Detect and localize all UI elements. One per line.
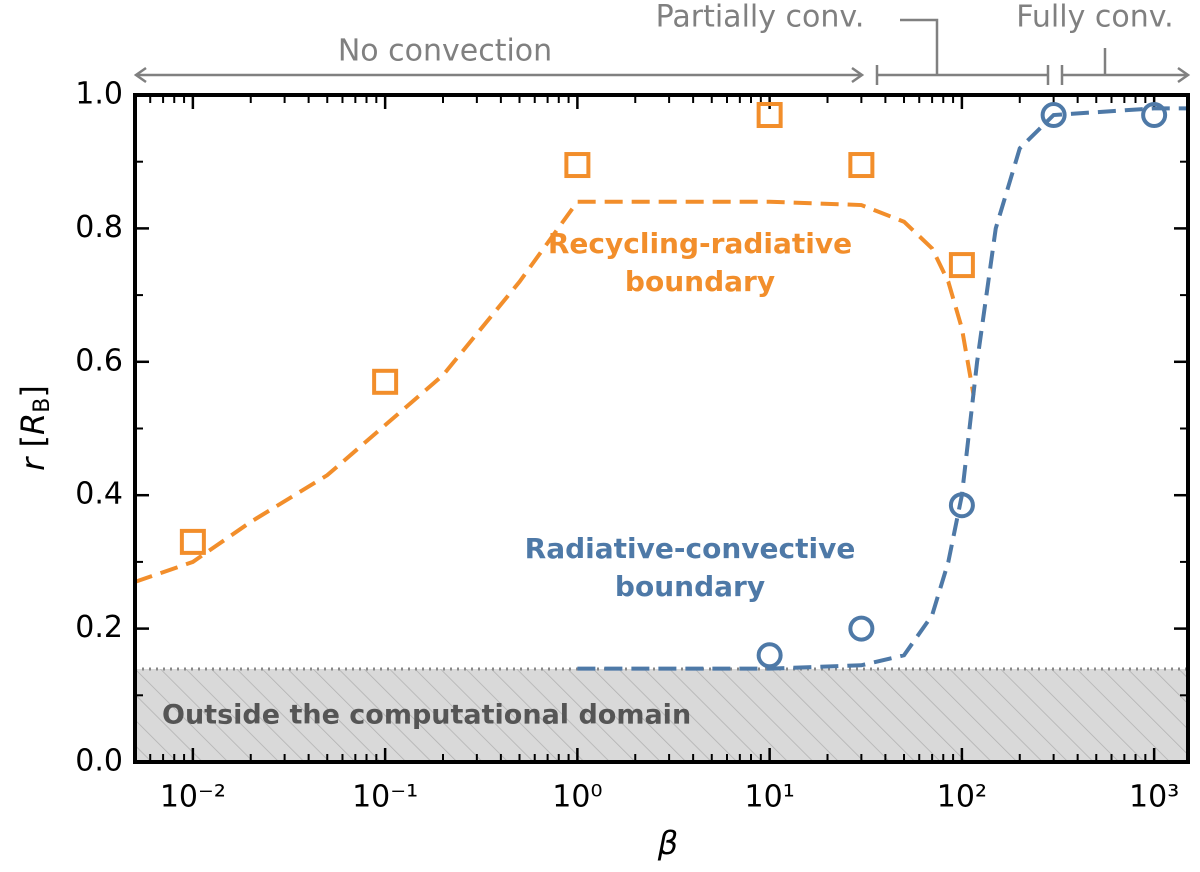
marker	[848, 152, 875, 179]
marker	[1141, 102, 1168, 129]
series-annotation: Recycling-radiative	[548, 227, 852, 260]
series-annotation: boundary	[625, 265, 775, 298]
y-tick-label: 0.8	[75, 210, 123, 245]
marker	[948, 492, 975, 519]
marker	[372, 368, 399, 395]
x-axis-label: β	[657, 824, 678, 862]
region-label: No convection	[338, 34, 552, 69]
y-tick-label: 0.0	[75, 744, 123, 779]
x-tick-label: 10⁻¹	[352, 780, 418, 815]
plot-frame	[133, 93, 1190, 764]
marker	[756, 102, 783, 129]
y-tick-label: 0.4	[75, 477, 123, 512]
region-arrows	[133, 18, 1191, 85]
marker	[848, 615, 875, 642]
y-tick-label: 0.2	[75, 610, 123, 645]
x-tick-label: 10⁰	[552, 780, 602, 815]
shaded-label: Outside the computational domain	[162, 700, 691, 731]
x-tick-label: 10¹	[745, 780, 795, 815]
shaded-region	[135, 669, 1188, 762]
y-tick-label: 0.6	[75, 343, 123, 378]
region-label: Partially conv.	[656, 0, 865, 35]
marker	[948, 252, 975, 279]
series-annotation: Radiative-convective	[525, 532, 856, 565]
marker	[1040, 102, 1067, 129]
y-axis-label: r [RB]	[14, 385, 55, 471]
fit-line	[134, 199, 976, 584]
marker	[179, 528, 206, 555]
x-tick-label: 10⁻²	[160, 780, 226, 815]
y-tick-label: 1.0	[75, 77, 123, 112]
x-tick-label: 10²	[937, 780, 987, 815]
series-annotation: boundary	[615, 570, 765, 603]
region-label: Fully conv.	[1016, 0, 1173, 35]
marker	[756, 642, 783, 669]
x-tick-label: 10³	[1129, 780, 1179, 815]
marker	[564, 152, 591, 179]
